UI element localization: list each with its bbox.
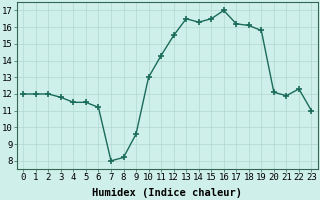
X-axis label: Humidex (Indice chaleur): Humidex (Indice chaleur) bbox=[92, 188, 242, 198]
